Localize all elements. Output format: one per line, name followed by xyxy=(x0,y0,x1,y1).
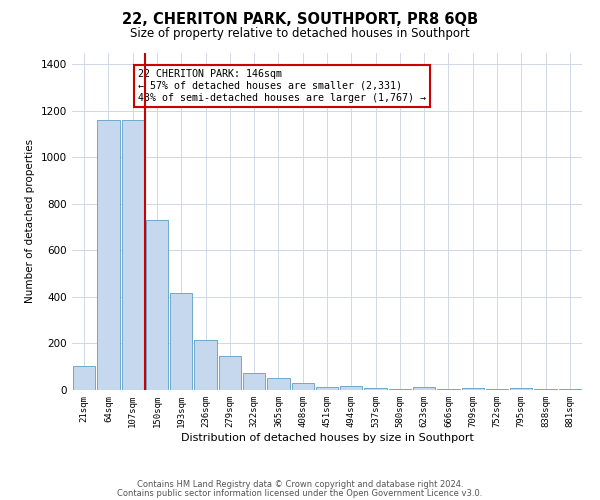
Bar xyxy=(364,388,387,390)
Bar xyxy=(437,389,460,390)
Bar xyxy=(122,120,144,390)
Bar xyxy=(194,340,217,390)
Text: 22 CHERITON PARK: 146sqm
← 57% of detached houses are smaller (2,331)
43% of sem: 22 CHERITON PARK: 146sqm ← 57% of detach… xyxy=(139,70,426,102)
Y-axis label: Number of detached properties: Number of detached properties xyxy=(25,139,35,304)
Bar xyxy=(413,387,436,390)
Bar xyxy=(461,388,484,390)
Bar xyxy=(97,120,119,390)
Bar xyxy=(510,388,532,390)
Text: Contains public sector information licensed under the Open Government Licence v3: Contains public sector information licen… xyxy=(118,488,482,498)
Text: Contains HM Land Registry data © Crown copyright and database right 2024.: Contains HM Land Registry data © Crown c… xyxy=(137,480,463,489)
Bar xyxy=(316,386,338,390)
X-axis label: Distribution of detached houses by size in Southport: Distribution of detached houses by size … xyxy=(181,432,473,442)
Text: Size of property relative to detached houses in Southport: Size of property relative to detached ho… xyxy=(130,28,470,40)
Bar xyxy=(243,372,265,390)
Bar xyxy=(389,389,411,390)
Bar xyxy=(73,366,95,390)
Bar xyxy=(170,294,193,390)
Bar xyxy=(340,386,362,390)
Bar xyxy=(559,389,581,390)
Bar xyxy=(146,220,168,390)
Bar xyxy=(292,383,314,390)
Text: 22, CHERITON PARK, SOUTHPORT, PR8 6QB: 22, CHERITON PARK, SOUTHPORT, PR8 6QB xyxy=(122,12,478,28)
Bar xyxy=(267,378,290,390)
Bar xyxy=(218,356,241,390)
